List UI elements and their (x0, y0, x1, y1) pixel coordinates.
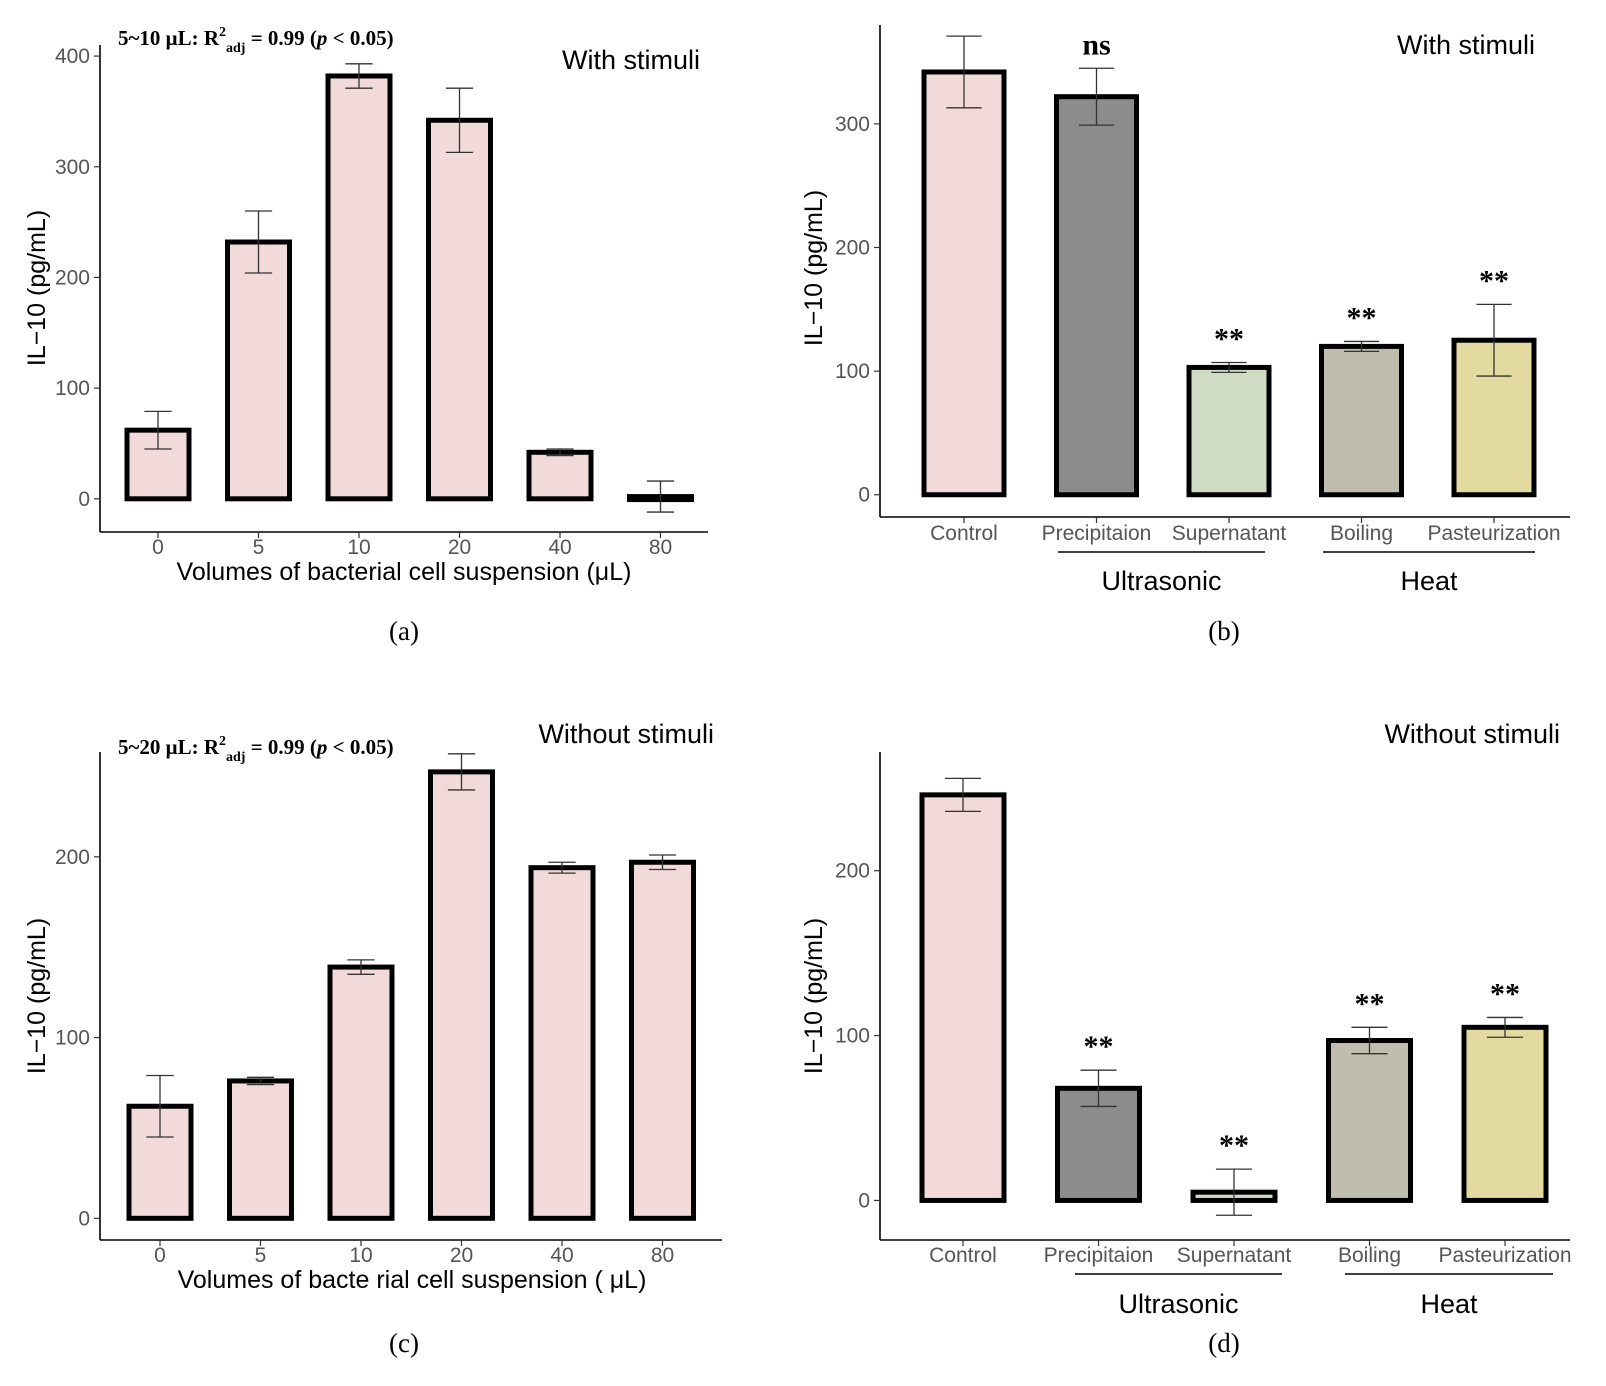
x-tick-label: 20 (448, 536, 471, 559)
x-tick-label: Boiling (1330, 522, 1393, 545)
x-tick-label: 40 (548, 536, 571, 559)
y-tick-label: 400 (55, 45, 90, 68)
group-label: Heat (1400, 566, 1458, 596)
bar (1054, 94, 1139, 498)
y-tick-label: 300 (55, 156, 90, 179)
x-tick-label: 10 (347, 536, 370, 559)
x-tick-label: 0 (152, 536, 164, 559)
x-tick-label: 80 (649, 536, 672, 559)
x-tick-label: Control (929, 1244, 997, 1267)
panel-d: 0 100 200 Control Precipitaion ** Supernatant *… (800, 719, 1572, 1358)
significance-label: ** (1347, 301, 1377, 334)
panel-label: (a) (389, 616, 419, 646)
y-axis-title: IL−10 (pg/mL) (23, 210, 51, 366)
bar (428, 769, 495, 1221)
y-tick-label: 0 (78, 488, 90, 511)
x-tick-label: 80 (651, 1244, 674, 1267)
y-tick-label: 100 (835, 1025, 870, 1048)
x-tick-label: 10 (349, 1244, 372, 1267)
y-tick-label: 200 (55, 846, 90, 869)
y-tick-label: 200 (835, 237, 870, 260)
bar (426, 117, 493, 502)
bar (1326, 1038, 1413, 1203)
bar (919, 792, 1007, 1203)
bar (325, 73, 393, 502)
bar (528, 865, 596, 1221)
y-tick-label: 100 (55, 377, 90, 400)
x-tick-label: Control (930, 522, 998, 545)
stimuli-annotation: With stimuli (562, 45, 700, 75)
significance-label: ns (1082, 28, 1110, 61)
panel-label: (b) (1208, 616, 1239, 646)
bar (921, 69, 1007, 498)
y-tick-label: 100 (835, 360, 870, 383)
x-tick-label: Supernatant (1172, 522, 1287, 545)
panel-c: 0 100 200 0 5 10 20 40 80 IL−10 (pg/mL) Volumes of… (23, 719, 722, 1358)
x-tick-label: 0 (154, 1244, 166, 1267)
panel-label: (d) (1208, 1328, 1239, 1358)
fit-statistic: 5~10 μL: R2adj = 0.99 (p < 0.05) (118, 25, 394, 56)
bar (1319, 343, 1404, 498)
x-tick-label: Precipitaion (1042, 522, 1152, 545)
bar (629, 859, 696, 1221)
group-label: Ultrasonic (1118, 1289, 1238, 1319)
significance-label: ** (1214, 322, 1244, 355)
panel-a: 0 100 200 300 400 0 5 10 20 40 80 IL−10 (pg/mL) Volu… (23, 25, 708, 646)
y-tick-label: 0 (78, 1207, 90, 1230)
significance-label: ** (1490, 977, 1520, 1010)
stimuli-annotation: Without stimuli (538, 719, 714, 749)
y-axis-title: IL−10 (pg/mL) (23, 918, 51, 1074)
bar (227, 1078, 294, 1221)
x-axis-title: Volumes of bacte rial cell suspension ( … (178, 1266, 647, 1294)
stimuli-annotation: With stimuli (1397, 30, 1535, 60)
significance-label: ** (1219, 1129, 1249, 1162)
x-tick-label: 5 (255, 1244, 267, 1267)
y-tick-label: 200 (835, 860, 870, 883)
y-tick-label: 100 (55, 1027, 90, 1050)
group-label: Heat (1420, 1289, 1478, 1319)
panel-label: (c) (389, 1328, 419, 1358)
x-tick-label: Pasteurization (1438, 1244, 1571, 1267)
significance-label: ** (1084, 1030, 1114, 1063)
significance-label: ** (1479, 264, 1509, 297)
x-axis-title: Volumes of bacterial cell suspension (μL… (177, 558, 632, 586)
bar (225, 239, 292, 502)
panel-b: 0 100 200 300 Control Precipitaion ns Supernata… (800, 25, 1570, 646)
stimuli-annotation: Without stimuli (1384, 719, 1560, 749)
x-tick-label: 20 (450, 1244, 473, 1267)
x-tick-label: 5 (253, 536, 265, 559)
x-tick-label: Supernatant (1177, 1244, 1292, 1267)
bar (1461, 1024, 1549, 1203)
y-axis-title: IL−10 (pg/mL) (800, 918, 828, 1074)
significance-label: ** (1355, 987, 1385, 1020)
bar (1186, 364, 1272, 498)
fit-statistic: 5~20 μL: R2adj = 0.99 (p < 0.05) (118, 734, 394, 765)
group-label: Ultrasonic (1101, 566, 1221, 596)
bar (526, 449, 594, 502)
x-tick-label: Boiling (1338, 1244, 1401, 1267)
y-tick-label: 0 (858, 1189, 870, 1212)
y-tick-label: 300 (835, 113, 870, 136)
y-tick-label: 200 (55, 266, 90, 289)
x-tick-label: 40 (550, 1244, 573, 1267)
x-tick-label: Precipitaion (1044, 1244, 1154, 1267)
y-axis-title: IL−10 (pg/mL) (800, 190, 828, 346)
bar (327, 964, 395, 1221)
x-tick-label: Pasteurization (1427, 522, 1560, 545)
y-tick-label: 0 (858, 484, 870, 507)
